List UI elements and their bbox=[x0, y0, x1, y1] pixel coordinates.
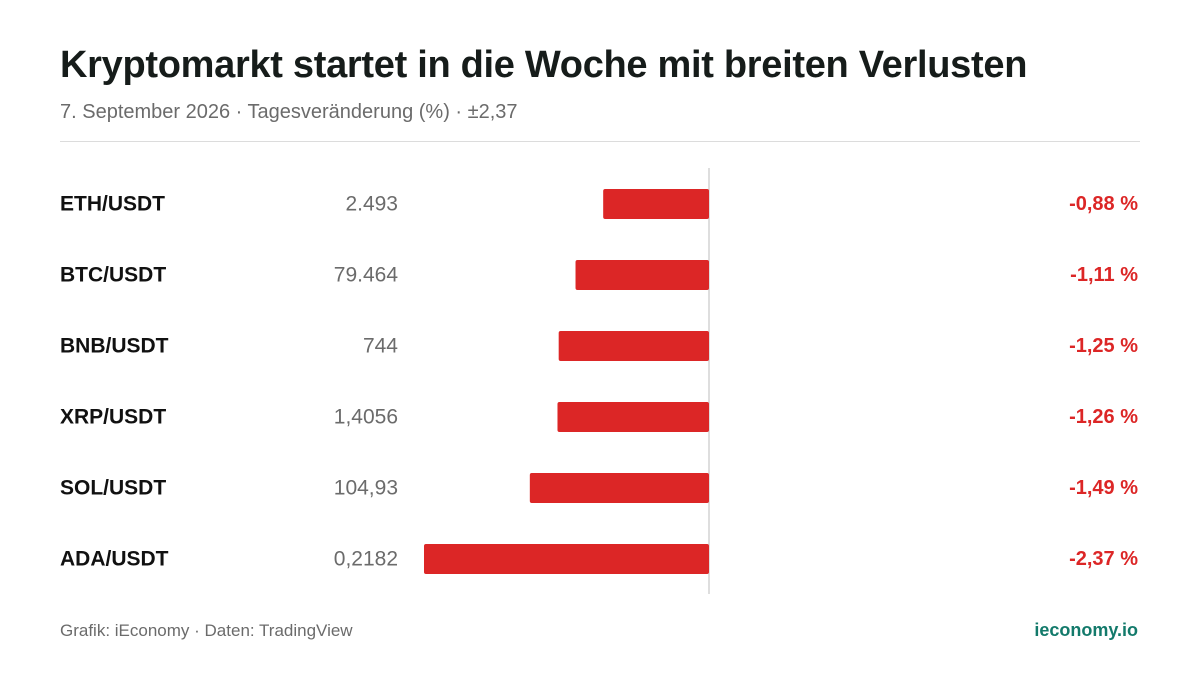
header-divider bbox=[60, 141, 1140, 142]
category-label: BTC/USDT bbox=[60, 264, 166, 287]
bar-eth-usdt bbox=[603, 189, 709, 219]
footer-brand: ieconomy.io bbox=[1034, 620, 1138, 640]
category-label: ETH/USDT bbox=[60, 193, 165, 216]
value-label: -0,88 % bbox=[1069, 193, 1138, 215]
category-label: ADA/USDT bbox=[60, 548, 169, 571]
bar-xrp-usdt bbox=[557, 402, 709, 432]
price-label: 0,2182 bbox=[334, 548, 398, 571]
bar-sol-usdt bbox=[529, 473, 709, 503]
chart-subtitle: 7. September 2026 · Tagesveränderung (%)… bbox=[60, 101, 518, 123]
bar-bnb-usdt bbox=[558, 331, 709, 361]
chart-title: Kryptomarkt startet in die Woche mit bre… bbox=[60, 44, 1028, 86]
footer-source: Grafik: iEconomy · Daten: TradingView bbox=[60, 621, 353, 640]
value-label: -1,11 % bbox=[1070, 264, 1138, 286]
category-label: SOL/USDT bbox=[60, 477, 166, 500]
category-label: XRP/USDT bbox=[60, 406, 166, 429]
price-label: 2.493 bbox=[345, 193, 398, 216]
price-label: 79.464 bbox=[334, 264, 399, 287]
value-label: -2,37 % bbox=[1069, 548, 1138, 570]
bar-ada-usdt bbox=[424, 544, 709, 574]
bar-btc-usdt bbox=[575, 260, 709, 290]
price-label: 744 bbox=[363, 335, 398, 358]
value-label: -1,25 % bbox=[1069, 335, 1138, 357]
value-label: -1,49 % bbox=[1069, 477, 1138, 499]
category-label: BNB/USDT bbox=[60, 335, 169, 358]
value-label: -1,26 % bbox=[1069, 406, 1138, 428]
price-label: 1,4056 bbox=[334, 406, 398, 429]
price-label: 104,93 bbox=[334, 477, 398, 500]
